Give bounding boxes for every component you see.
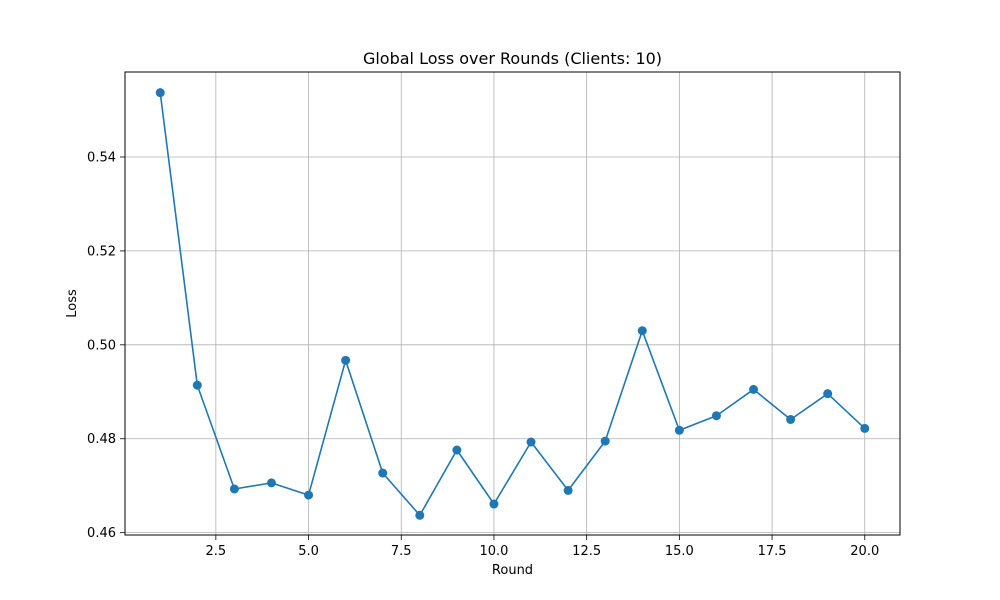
x-tick-label: 15.0 xyxy=(665,544,694,559)
data-point xyxy=(266,478,276,488)
chart-title: Global Loss over Rounds (Clients: 10) xyxy=(363,49,662,68)
y-tick-label: 0.54 xyxy=(87,150,116,165)
x-tick-label: 17.5 xyxy=(758,544,787,559)
x-tick-label: 10.0 xyxy=(479,544,508,559)
x-tick-label: 20.0 xyxy=(850,544,879,559)
y-tick-label: 0.46 xyxy=(87,526,116,541)
data-point xyxy=(749,384,759,394)
data-point xyxy=(711,411,721,421)
x-axis-label: Round xyxy=(492,563,533,578)
x-tick-label: 2.5 xyxy=(206,544,227,559)
data-point xyxy=(489,499,499,509)
plot-frame xyxy=(124,71,901,536)
x-tick-label: 12.5 xyxy=(572,544,601,559)
data-point xyxy=(786,414,796,424)
y-axis-label: Loss xyxy=(65,289,80,318)
data-point xyxy=(155,88,165,98)
y-axis-ticks: 0.46 0.48 0.50 0.52 0.54 xyxy=(87,150,125,541)
data-point xyxy=(192,380,202,390)
data-point xyxy=(600,436,610,446)
data-point xyxy=(452,445,462,455)
grid-lines xyxy=(125,72,900,535)
data-point xyxy=(415,510,425,520)
x-axis-ticks: 2.5 5.0 7.5 10.0 12.5 15.0 17.5 20.0 xyxy=(206,535,879,559)
x-tick-label: 7.5 xyxy=(391,544,412,559)
data-point xyxy=(860,423,870,433)
data-point xyxy=(229,484,239,494)
data-point xyxy=(378,468,388,478)
data-point xyxy=(823,389,833,399)
data-point xyxy=(563,485,573,495)
data-point xyxy=(304,490,314,500)
data-point xyxy=(526,437,536,447)
x-tick-label: 5.0 xyxy=(298,544,319,559)
data-point xyxy=(674,425,684,435)
loss-series-line xyxy=(159,92,866,517)
y-tick-label: 0.48 xyxy=(87,432,116,447)
y-tick-label: 0.50 xyxy=(87,338,116,353)
y-tick-label: 0.52 xyxy=(87,244,116,259)
data-point xyxy=(637,326,647,336)
data-point xyxy=(341,355,351,365)
series-layer xyxy=(155,88,870,520)
